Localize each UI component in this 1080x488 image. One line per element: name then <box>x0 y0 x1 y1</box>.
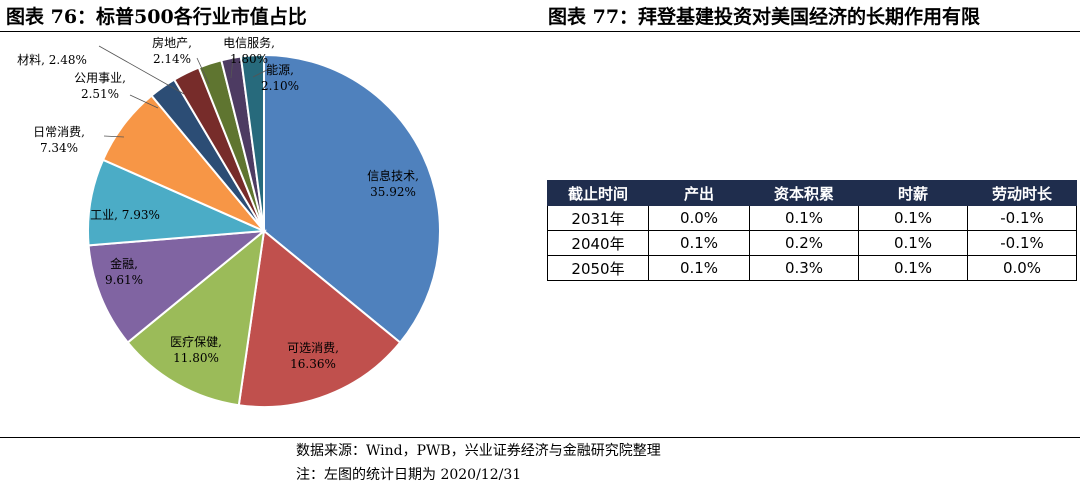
source-note: 数据来源：Wind，PWB，兴业证券经济与金融研究院整理 <box>296 443 661 459</box>
top-divider <box>0 31 1080 32</box>
table-cell: 0.3% <box>749 255 859 281</box>
table-cell: 0.1% <box>648 255 750 281</box>
pie-label: 公用事业, 2.51% <box>74 71 126 101</box>
pie-label: 医疗保健, 11.80% <box>170 335 222 365</box>
leader-line <box>230 57 234 79</box>
table-cell: 0.1% <box>858 255 968 281</box>
table-row: 2031年 0.0% 0.1% 0.1% -0.1% <box>547 205 1077 231</box>
pie-slice <box>237 229 402 408</box>
table-header-cell: 资本积累 <box>749 180 859 206</box>
pie-label: 房地产, 2.14% <box>152 35 192 66</box>
table-cell: 0.1% <box>858 205 968 231</box>
table-cell: 0.0% <box>967 255 1077 281</box>
leader-line <box>196 57 210 85</box>
leader-line <box>129 94 159 109</box>
pie-label: 能源, 2.10% <box>261 63 299 93</box>
pie-label: 金融, 9.61% <box>105 256 143 287</box>
footnote: 注：左图的统计日期为 2020/12/31 <box>296 467 522 483</box>
pie-slice <box>126 228 266 407</box>
pie-label: 信息技术, 35.92% <box>367 168 419 199</box>
table-header-cell: 截止时间 <box>547 180 649 206</box>
table-cell: 2040年 <box>547 230 649 256</box>
table-header-cell: 时薪 <box>858 180 968 206</box>
pie-label: 电信服务, 1.80% <box>223 35 275 66</box>
pie-label: 可选消费, 16.36% <box>287 341 339 371</box>
table-row: 2050年 0.1% 0.3% 0.1% 0.0% <box>547 255 1077 281</box>
table-row: 2040年 0.1% 0.2% 0.1% -0.1% <box>547 230 1077 256</box>
table-cell: 0.0% <box>648 205 750 231</box>
bottom-divider <box>0 437 1080 438</box>
leader-line <box>252 67 272 78</box>
table-cell: 0.1% <box>858 230 968 256</box>
table-header-row: 截止时间 产出 资本积累 时薪 劳动时长 <box>547 180 1077 206</box>
pie-label: 工业, 7.93% <box>90 208 160 222</box>
table-cell: 2031年 <box>547 205 649 231</box>
table-cell: -0.1% <box>967 230 1077 256</box>
table-cell: 0.1% <box>648 230 750 256</box>
pie-slice <box>87 229 268 344</box>
right-table-title: 图表 77：拜登基建投资对美国经济的长期作用有限 <box>548 6 981 28</box>
sector-pie-chart: 信息技术, 35.92% 可选消费, 16.36% 医疗保健, 11.80% 金融, 9.61… <box>17 35 441 408</box>
table-cell: 0.2% <box>749 230 859 256</box>
table-cell: 0.1% <box>749 205 859 231</box>
leader-line <box>98 45 185 95</box>
pie-slice <box>263 53 441 344</box>
pie-slice <box>239 53 265 232</box>
pie-label: 日常消费, 7.34% <box>33 125 85 155</box>
table-cell: 2050年 <box>547 255 649 281</box>
leader-line <box>103 135 125 138</box>
pie-label: 材料, 2.48% <box>17 53 87 67</box>
table-cell: -0.1% <box>967 205 1077 231</box>
impact-table: 截止时间 产出 资本积累 时薪 劳动时长 2031年 0.0% 0.1% 0.1% -0.1% 2… <box>547 180 1077 281</box>
left-chart-title: 图表 76：标普500各行业市值占比 <box>6 6 307 28</box>
table-header-cell: 产出 <box>648 180 750 206</box>
table-header-cell: 劳动时长 <box>967 180 1077 206</box>
